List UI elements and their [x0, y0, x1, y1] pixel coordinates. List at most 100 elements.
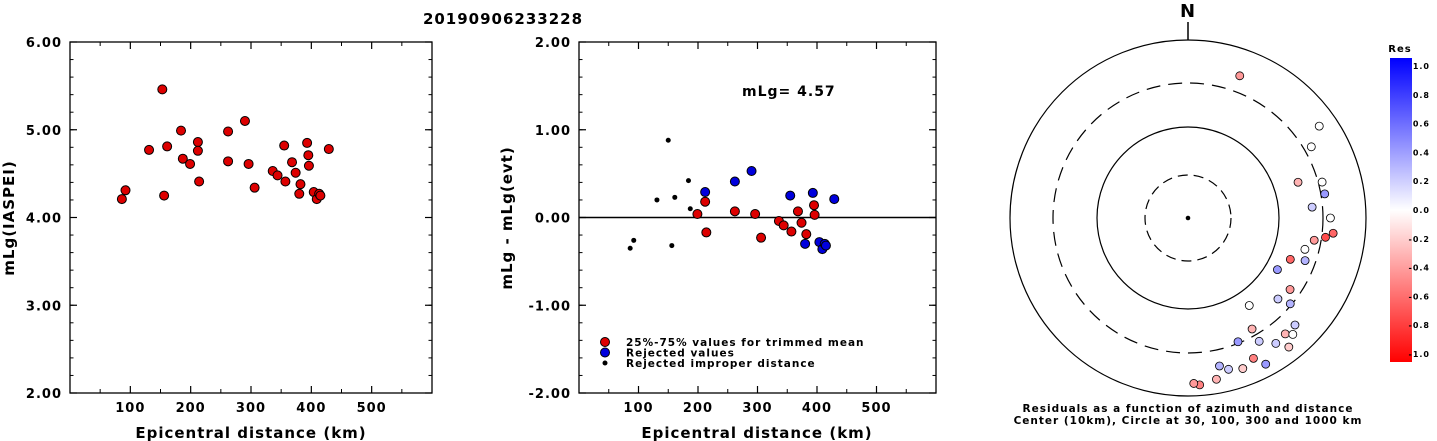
data-point	[144, 144, 155, 155]
data-point	[315, 190, 326, 201]
colorbar-tick-label: 0.2	[1413, 177, 1430, 186]
ring-30km	[1144, 174, 1232, 262]
data-point	[669, 243, 675, 249]
colorbar-tick-label: 1.0	[1413, 62, 1430, 71]
data-point	[631, 237, 637, 243]
legend-marker	[600, 347, 610, 358]
station-point	[1326, 213, 1335, 223]
data-point	[665, 137, 671, 143]
data-point	[700, 196, 711, 207]
station-point	[1300, 256, 1310, 266]
data-point	[829, 194, 840, 205]
data-point	[280, 176, 291, 187]
data-point	[801, 229, 812, 240]
data-point	[157, 84, 168, 95]
data-point	[687, 206, 693, 212]
station-point	[1224, 364, 1233, 374]
station-point	[1273, 265, 1282, 275]
x-tick-label: 300	[742, 401, 772, 416]
data-point	[176, 125, 187, 136]
data-point	[700, 187, 711, 198]
data-point	[800, 238, 811, 249]
data-point	[223, 126, 234, 137]
caption-line-1: Residuals as a function of azimuth and d…	[1023, 403, 1354, 415]
y-tick-label: 6.00	[26, 36, 62, 51]
data-point	[701, 227, 712, 238]
colorbar-title: Res	[1388, 44, 1411, 55]
station-point	[1235, 71, 1245, 81]
station-point	[1271, 338, 1281, 348]
data-point	[750, 208, 761, 219]
data-point	[239, 115, 250, 126]
x-tick-label: 200	[176, 401, 206, 416]
station-point	[1261, 359, 1271, 369]
station-point	[1280, 329, 1290, 339]
station-point	[1285, 299, 1295, 309]
points-group	[1189, 71, 1338, 390]
plot-frame	[69, 41, 433, 394]
colorbar-tick-label: -0.2	[1409, 235, 1431, 244]
tick-group: 100 200 300 400 500 -2.00 -1.00 0.00 1.00 2.00	[529, 36, 936, 416]
data-point	[729, 206, 740, 217]
colorbar-tick-label: -0.8	[1409, 321, 1431, 330]
data-point	[116, 194, 127, 205]
data-point	[756, 232, 767, 243]
data-point	[729, 176, 740, 187]
legend-label: Rejected values	[626, 348, 735, 360]
data-point	[685, 178, 691, 184]
data-point	[809, 200, 820, 211]
data-point	[249, 182, 260, 193]
data-point	[786, 226, 797, 237]
data-point	[820, 240, 831, 251]
station-point	[1307, 202, 1317, 212]
data-point	[279, 140, 290, 151]
ring-1000km	[1009, 39, 1367, 397]
data-point	[120, 185, 131, 196]
station-point	[1285, 254, 1295, 264]
colorbar-tick-label: -0.6	[1409, 292, 1431, 301]
station-point	[1306, 142, 1316, 152]
data-point	[302, 137, 313, 148]
colorbar-tick-label: 0.0	[1413, 206, 1430, 215]
x-tick-label: 500	[357, 401, 387, 416]
data-point	[290, 167, 301, 178]
caption-line-2: Center (10km), Circle at 30, 100, 300 an…	[1014, 415, 1363, 427]
data-point	[809, 209, 820, 220]
station-point	[1320, 189, 1330, 199]
data-point	[243, 158, 254, 169]
colorbar-tick-label: -1.0	[1409, 350, 1431, 359]
data-point	[807, 187, 818, 198]
data-point	[778, 220, 789, 231]
x-tick-label: 200	[683, 401, 713, 416]
station-point	[1293, 177, 1303, 187]
x-tick-label: 300	[236, 401, 266, 416]
north-label: N	[1180, 1, 1196, 22]
station-point	[1284, 342, 1294, 352]
ring-100km	[1096, 126, 1280, 310]
station-point	[1309, 235, 1319, 245]
data-point	[654, 197, 660, 203]
x-axis-label: Epicentral distance (km)	[135, 424, 366, 441]
y-tick-label: -2.00	[529, 387, 571, 402]
legend-marker	[600, 337, 610, 347]
station-point	[1285, 285, 1295, 294]
x-tick-label: 400	[296, 401, 326, 416]
station-point	[1233, 337, 1243, 347]
station-point	[1328, 228, 1338, 238]
data-point	[785, 190, 796, 201]
station-point	[1244, 301, 1254, 310]
data-point	[185, 158, 196, 169]
y-tick-label: 0.00	[535, 212, 571, 227]
y-tick-label: 2.00	[535, 36, 571, 51]
data-point	[792, 206, 803, 217]
x-tick-label: 500	[861, 401, 891, 416]
station-point	[1254, 336, 1264, 346]
station-point	[1238, 364, 1248, 373]
data-point	[627, 245, 633, 251]
data-point	[692, 208, 703, 219]
y-tick-label: 2.00	[26, 387, 62, 402]
data-point	[294, 188, 305, 199]
panel-magnitude: 100 200 300 400 500 2.00 3.00 4.00 5.00 6.00 Epic…	[0, 36, 433, 441]
colorbar-tick-label: 0.4	[1413, 148, 1430, 157]
x-tick-label: 100	[115, 401, 145, 416]
